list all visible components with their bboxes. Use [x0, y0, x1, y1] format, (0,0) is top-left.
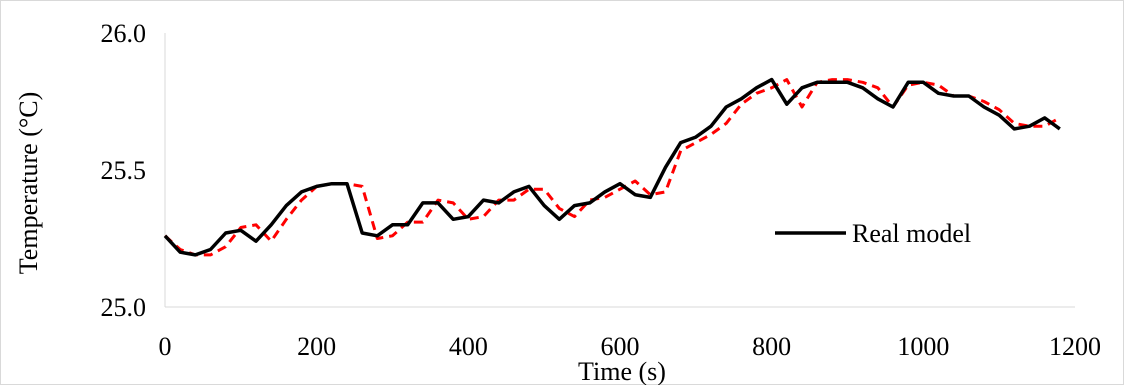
- x-tick-label: 800: [752, 332, 791, 361]
- legend: Real model: [775, 219, 971, 248]
- x-tick-label: 0: [159, 332, 172, 361]
- x-tick-label: 1200: [1049, 332, 1101, 361]
- axes: [164, 33, 1075, 308]
- y-axis-title: Temperature (°C): [14, 92, 43, 275]
- y-tick-label: 25.5: [101, 156, 147, 185]
- y-tick-label: 26.0: [101, 19, 147, 48]
- x-axis-title: Time (s): [578, 357, 666, 385]
- x-tick-label: 200: [297, 332, 336, 361]
- x-tick-label: 1000: [897, 332, 949, 361]
- legend-label-real-model: Real model: [852, 219, 971, 248]
- y-tick-labels: 25.0 25.5 26.0: [101, 19, 147, 322]
- series-line-real-model: [163, 77, 1061, 257]
- x-tick-labels: 0 200 400 600 800 1000 1200: [159, 332, 1102, 361]
- series-layer: [163, 77, 1061, 257]
- x-tick-label: 400: [449, 332, 488, 361]
- x-tick-label: 600: [601, 332, 640, 361]
- y-tick-label: 25.0: [101, 293, 147, 322]
